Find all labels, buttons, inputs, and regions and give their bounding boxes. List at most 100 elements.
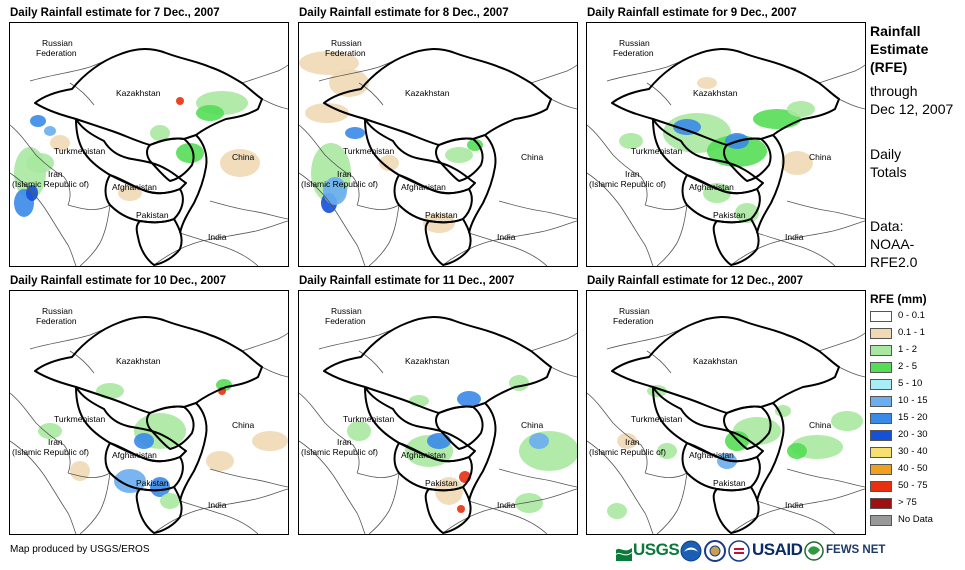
country-border-thick [34, 48, 263, 146]
country-label-afghanistan: Afghanistan [401, 182, 446, 192]
country-label-russia-line1: Russian [331, 38, 362, 48]
rainfall-patch [134, 433, 154, 449]
country-border-thin [550, 98, 577, 110]
country-label-kazakhstan: Kazakhstan [405, 88, 450, 98]
country-border-thin [606, 54, 696, 82]
rainfall-patch [30, 115, 46, 127]
rainfall-patch [427, 433, 451, 449]
fewsnet-globe-icon [804, 541, 824, 561]
legend-label: 30 - 40 [898, 446, 928, 457]
country-label-pakistan: Pakistan [136, 210, 169, 220]
legend-label: 0.1 - 1 [898, 327, 925, 338]
country-label-afghanistan: Afghanistan [689, 450, 734, 460]
rainfall-patch [26, 153, 54, 173]
country-border-thin [368, 472, 400, 534]
country-border-thick [611, 316, 840, 414]
country-label-india: India [208, 232, 227, 242]
rainfall-patch [150, 125, 170, 141]
rainfall-patch [787, 101, 815, 117]
country-border-thin [356, 472, 400, 478]
country-label-iran-line1: Iran [337, 169, 352, 179]
legend-swatch [870, 481, 892, 492]
map-panel-1: Russian Federation Kazakhstan Turkmenistan I… [9, 22, 289, 267]
rainfall-patch [50, 135, 70, 151]
country-border-thin [10, 172, 77, 266]
country-border-thin [67, 204, 111, 210]
country-border-thin [241, 64, 288, 84]
legend-label: 15 - 20 [898, 412, 928, 423]
country-border-thin [498, 468, 577, 488]
country-label-kazakhstan: Kazakhstan [405, 356, 450, 366]
legend-label: 10 - 15 [898, 395, 928, 406]
country-label-china: China [521, 152, 543, 162]
country-border-thin [756, 232, 836, 266]
rainfall-patch [176, 143, 204, 163]
usaid-logo-text: USAID [752, 540, 803, 559]
country-border-thin [644, 204, 688, 210]
country-border-thin [299, 172, 366, 266]
country-border-thin [358, 350, 384, 374]
rainfall-patch [657, 443, 677, 459]
country-border-thin [153, 220, 288, 266]
panel-title-6: Daily Rainfall estimate for 12 Dec., 200… [587, 275, 804, 287]
country-label-china: China [809, 420, 831, 430]
country-border-thick [435, 405, 484, 450]
rainfall-patch [176, 97, 184, 105]
country-border-thick [723, 405, 772, 450]
legend-label: 50 - 75 [898, 480, 928, 491]
country-label-afghanistan: Afghanistan [112, 182, 157, 192]
country-label-china: China [232, 152, 254, 162]
country-label-iran-line2: (Islamic Republic of) [589, 179, 666, 189]
legend-label: 5 - 10 [898, 378, 923, 389]
legend-swatch [870, 311, 892, 322]
country-border-thick [652, 118, 764, 195]
country-border-thick [712, 486, 760, 534]
country-border-thin [838, 366, 865, 378]
country-border-thin [79, 472, 111, 534]
rainfall-patch [252, 431, 288, 451]
panel-title-4: Daily Rainfall estimate for 10 Dec., 200… [10, 275, 227, 287]
rainfall-patch [323, 177, 347, 205]
rainfall-patches [14, 91, 260, 217]
country-border-thin [644, 472, 688, 478]
country-border-thick [179, 402, 208, 502]
country-border-thick [712, 218, 760, 266]
country-border-thick [146, 137, 195, 182]
country-border-thick [435, 137, 484, 182]
rainfall-patch [70, 461, 90, 481]
country-border-thick [323, 316, 552, 414]
panel-title-3: Daily Rainfall estimate for 9 Dec., 2007 [587, 7, 797, 19]
legend-label: No Data [898, 514, 933, 525]
country-border-thin [838, 98, 865, 110]
usgs-logo-text: USGS [633, 540, 680, 559]
country-label-china: China [809, 152, 831, 162]
country-border-thin [468, 232, 548, 266]
country-label-pakistan: Pakistan [136, 478, 169, 488]
country-border-thick [364, 118, 476, 195]
rainfall-patch [118, 185, 142, 201]
country-border-thin [646, 82, 672, 106]
country-border-thin [550, 366, 577, 378]
rainfall-patch [519, 431, 577, 471]
country-border-thin [468, 500, 548, 534]
country-label-india: India [497, 232, 516, 242]
country-border-thick [323, 48, 552, 146]
country-label-iran-line1: Iran [48, 169, 63, 179]
side-title-3: (RFE) [870, 59, 908, 75]
panel-title-2: Daily Rainfall estimate for 8 Dec., 2007 [299, 7, 509, 19]
country-label-iran-line1: Iran [625, 437, 640, 447]
rainfall-patch [96, 383, 124, 399]
country-label-russia-line1: Russian [331, 306, 362, 316]
country-label-china: China [232, 420, 254, 430]
rainfall-patch [150, 477, 170, 497]
country-label-india: India [785, 500, 804, 510]
side-data-1: Data: [870, 218, 904, 234]
country-border-thick [75, 386, 187, 463]
country-border-thick [75, 118, 187, 195]
side-through-date: Dec 12, 2007 [870, 101, 954, 117]
country-border-thick [179, 134, 208, 234]
country-label-russia-line1: Russian [619, 306, 650, 316]
